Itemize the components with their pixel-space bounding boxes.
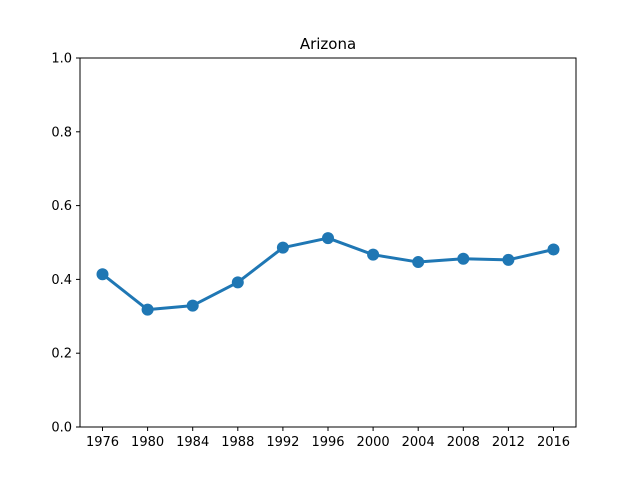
y-tick-label: 0.2 — [51, 347, 72, 362]
x-tick-label: 1976 — [86, 435, 119, 450]
data-point — [367, 248, 380, 261]
x-tick-label: 1984 — [176, 435, 209, 450]
data-point — [276, 241, 289, 254]
y-tick-label: 0.8 — [51, 125, 72, 140]
data-point — [547, 243, 560, 256]
data-point — [96, 268, 109, 281]
data-point — [186, 299, 199, 312]
x-tick-label: 2012 — [492, 435, 525, 450]
plot-area: 0.0 0.2 0.4 0.6 0.8 1.0 1976 1980 1984 1988 1992 19… — [51, 52, 577, 450]
chart-title: Arizona — [300, 35, 356, 53]
x-tick-label: 1996 — [311, 435, 344, 450]
data-point — [231, 276, 244, 289]
y-tick-label: 0.0 — [51, 421, 72, 436]
data-point — [457, 252, 470, 265]
x-tick-label: 1992 — [266, 435, 299, 450]
data-point — [412, 256, 425, 269]
x-tick-label: 1980 — [131, 435, 164, 450]
x-tick-label: 2000 — [357, 435, 390, 450]
series-line — [101, 236, 554, 312]
y-tick-label: 0.4 — [51, 273, 72, 288]
x-tick-label: 2016 — [537, 435, 570, 450]
x-tick-label: 2004 — [402, 435, 435, 450]
data-point — [322, 232, 334, 245]
x-tick-label: 1988 — [221, 435, 254, 450]
x-tick-label: 2008 — [447, 435, 480, 450]
y-tick-label: 1.0 — [51, 52, 72, 67]
data-point — [141, 303, 154, 316]
y-tick-label: 0.6 — [51, 199, 72, 214]
data-point — [502, 253, 515, 266]
